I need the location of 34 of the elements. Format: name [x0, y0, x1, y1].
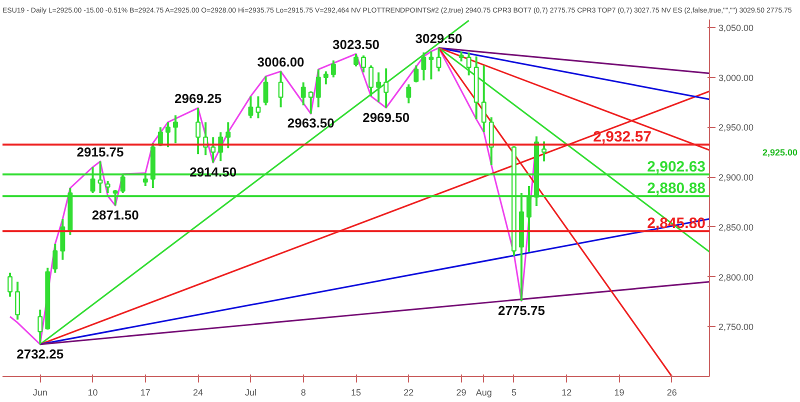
annotation: 3006.00	[257, 54, 304, 70]
x-tick-label: 5	[511, 388, 516, 398]
x-tick-label: 19	[614, 388, 624, 398]
y-tick-label: 2,800.00	[718, 272, 754, 282]
x-tick-label: 26	[666, 388, 677, 398]
annotation: 2969.50	[362, 110, 410, 125]
ref-line-label: 2,902.63	[647, 158, 706, 176]
ref-line-label: 2,880.88	[647, 180, 706, 198]
text: 2,925.00	[762, 148, 798, 158]
x-tick-label: 17	[140, 388, 150, 398]
x-tick-label: 29	[456, 388, 466, 398]
annotation: 3023.50	[332, 36, 380, 52]
y-tick-label: 3,050.00	[718, 22, 754, 33]
y-tick-label: 2,750.00	[718, 322, 754, 332]
annotation: 2969.25	[174, 91, 222, 106]
annotation: 2963.50	[287, 116, 334, 131]
x-tick-label: Jul	[244, 388, 256, 398]
x-tick-label: 12	[562, 388, 572, 398]
x-tick-label: 22	[404, 388, 414, 398]
x-tick-label: 15	[350, 388, 362, 398]
annotation: 2775.75	[498, 302, 545, 318]
y-tick-label: 2,950.00	[718, 122, 754, 133]
x-tick-label: 8	[300, 388, 306, 398]
y-tick-label: 2,900.00	[718, 172, 754, 183]
annotation: 2871.50	[92, 207, 139, 222]
x-tick-label: Jun	[32, 388, 48, 398]
y-tick-label: 2,850.00	[718, 222, 754, 232]
x-tick-label: Aug	[476, 388, 492, 398]
x-tick-label: 24	[193, 388, 204, 398]
x-tick-label: 10	[88, 388, 98, 398]
ref-line-label: 2,932.57	[593, 128, 652, 146]
annotation: 2732.25	[16, 346, 64, 362]
y-tick-label: 3,000.00	[718, 72, 754, 83]
annotation: 2915.75	[76, 144, 124, 160]
